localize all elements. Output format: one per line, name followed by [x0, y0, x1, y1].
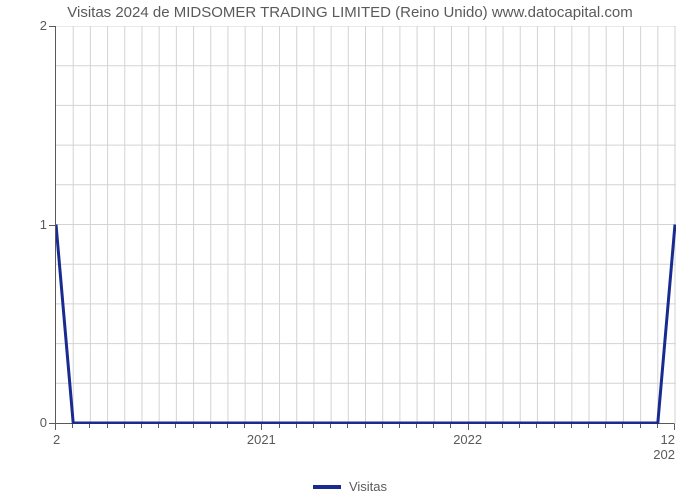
x-tick-minor — [210, 424, 211, 428]
legend: Visitas — [0, 478, 700, 494]
x-tick-minor — [588, 424, 589, 428]
x-tick-minor — [72, 424, 73, 428]
x-tick-minor — [89, 424, 90, 428]
x-tick-minor — [605, 424, 606, 428]
chart-container: Visitas 2024 de MIDSOMER TRADING LIMITED… — [0, 0, 700, 500]
x-tick-major — [674, 424, 675, 430]
legend-swatch — [313, 485, 341, 489]
x-tick-minor — [554, 424, 555, 428]
y-tick — [49, 26, 55, 27]
x-tick-minor — [640, 424, 641, 428]
y-tick-label: 1 — [7, 217, 47, 232]
x-tick-label: 2021 — [247, 432, 276, 447]
x-tick-minor — [622, 424, 623, 428]
x-corner-right-label: 12 202 — [653, 432, 675, 462]
x-tick-minor — [416, 424, 417, 428]
y-tick-label: 2 — [7, 18, 47, 33]
x-tick-minor — [571, 424, 572, 428]
legend-label: Visitas — [349, 479, 387, 494]
x-tick-label: 2022 — [453, 432, 482, 447]
x-tick-minor — [313, 424, 314, 428]
x-tick-minor — [158, 424, 159, 428]
x-tick-minor — [485, 424, 486, 428]
x-tick-minor — [175, 424, 176, 428]
x-tick-minor — [244, 424, 245, 428]
x-tick-minor — [227, 424, 228, 428]
chart-title: Visitas 2024 de MIDSOMER TRADING LIMITED… — [0, 4, 700, 21]
x-tick-major — [55, 424, 56, 430]
x-tick-minor — [330, 424, 331, 428]
x-tick-minor — [450, 424, 451, 428]
x-tick-minor — [193, 424, 194, 428]
chart-svg — [56, 26, 676, 424]
x-corner-left-label: 2 — [53, 432, 60, 447]
x-tick-minor — [382, 424, 383, 428]
x-tick-minor — [365, 424, 366, 428]
x-tick-minor — [399, 424, 400, 428]
plot-area — [55, 26, 675, 424]
y-tick — [49, 225, 55, 226]
x-tick-minor — [347, 424, 348, 428]
x-tick-minor — [519, 424, 520, 428]
x-tick-minor — [433, 424, 434, 428]
x-tick-minor — [107, 424, 108, 428]
x-tick-minor — [536, 424, 537, 428]
x-tick-minor — [124, 424, 125, 428]
x-tick-major — [468, 424, 469, 430]
x-tick-minor — [279, 424, 280, 428]
x-tick-minor — [657, 424, 658, 428]
x-tick-minor — [141, 424, 142, 428]
x-tick-minor — [502, 424, 503, 428]
x-tick-minor — [296, 424, 297, 428]
x-tick-major — [261, 424, 262, 430]
y-tick-label: 0 — [7, 415, 47, 430]
